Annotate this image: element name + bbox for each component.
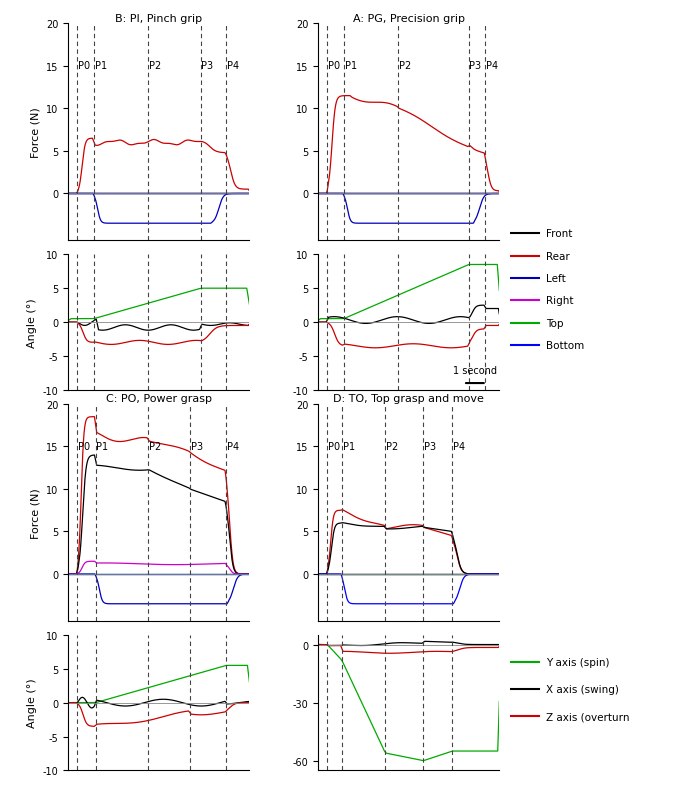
Text: P0: P0 [328,441,341,451]
Y-axis label: Angle (°): Angle (°) [27,298,38,347]
Text: P0: P0 [328,61,341,71]
Text: Front: Front [546,230,572,239]
Text: P4: P4 [486,61,498,71]
Text: P3: P3 [202,61,213,71]
Text: Bottom: Bottom [546,341,584,350]
Y-axis label: Force (N): Force (N) [31,107,41,158]
Text: P0: P0 [79,61,90,71]
Text: X axis (swing): X axis (swing) [546,684,618,694]
Text: P1: P1 [343,441,355,451]
Text: P0: P0 [79,441,90,451]
Text: Y axis (spin): Y axis (spin) [546,658,609,667]
Title: D: TO, Top grasp and move: D: TO, Top grasp and move [333,393,484,404]
Title: A: PG, Precision grip: A: PG, Precision grip [353,14,465,24]
Y-axis label: Force (N): Force (N) [31,487,41,538]
Text: Top: Top [546,319,563,328]
Text: P2: P2 [149,61,161,71]
Text: P3: P3 [469,61,482,71]
Text: Z axis (overturn: Z axis (overturn [546,711,629,721]
Text: P1: P1 [345,61,356,71]
Title: C: PO, Power grasp: C: PO, Power grasp [106,393,212,404]
Text: P4: P4 [227,61,239,71]
Text: P1: P1 [96,441,109,451]
Text: P2: P2 [149,441,161,451]
Text: P4: P4 [227,441,239,451]
Text: P4: P4 [453,441,465,451]
Text: P3: P3 [191,441,202,451]
Text: P2: P2 [386,441,398,451]
Text: Rear: Rear [546,251,570,261]
Text: Right: Right [546,296,573,306]
Title: B: PI, Pinch grip: B: PI, Pinch grip [116,14,202,24]
Text: P2: P2 [399,61,411,71]
Y-axis label: Angle (°): Angle (°) [27,678,38,727]
Text: P1: P1 [94,61,107,71]
Text: 1 second: 1 second [453,366,497,375]
Text: Left: Left [546,274,566,284]
Text: P3: P3 [424,441,436,451]
